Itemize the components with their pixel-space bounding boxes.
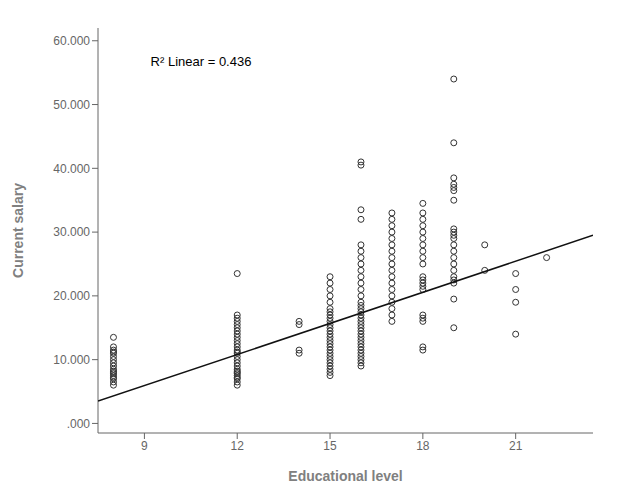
svg-text:20.000: 20.000 bbox=[53, 289, 90, 303]
svg-text:12: 12 bbox=[231, 439, 245, 453]
svg-text:10.000: 10.000 bbox=[53, 353, 90, 367]
svg-text:40.000: 40.000 bbox=[53, 162, 90, 176]
svg-text:50.000: 50.000 bbox=[53, 98, 90, 112]
svg-text:60.000: 60.000 bbox=[53, 34, 90, 48]
svg-text:30.000: 30.000 bbox=[53, 225, 90, 239]
svg-text:Current salary: Current salary bbox=[10, 183, 26, 278]
svg-text:R² Linear = 0.436: R² Linear = 0.436 bbox=[151, 54, 252, 69]
svg-text:18: 18 bbox=[416, 439, 430, 453]
svg-text:15: 15 bbox=[323, 439, 337, 453]
svg-text:21: 21 bbox=[509, 439, 523, 453]
svg-text:.000: .000 bbox=[67, 417, 91, 431]
svg-text:Educational level: Educational level bbox=[288, 468, 402, 484]
svg-text:9: 9 bbox=[141, 439, 148, 453]
